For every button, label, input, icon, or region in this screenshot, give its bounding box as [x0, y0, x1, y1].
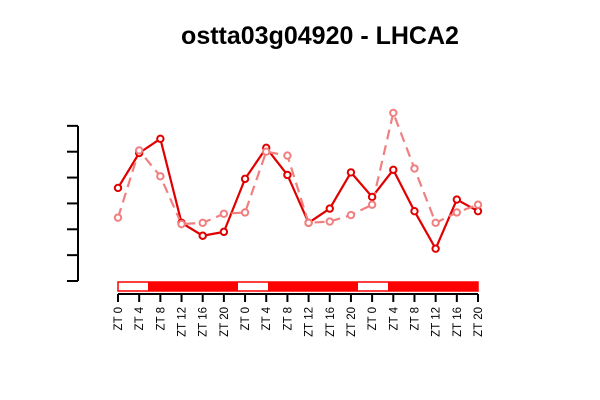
series-solid-point-6	[240, 174, 250, 184]
series-dashed-point-16	[452, 208, 462, 217]
series-solid-point-10	[325, 204, 334, 213]
series-solid-point-8	[283, 170, 292, 180]
series-solid-point-12	[367, 192, 377, 202]
x-tick-label-10: ZT 16	[325, 307, 337, 337]
x-tick-label-16: ZT 16	[452, 307, 464, 337]
series-dashed-point-7	[262, 147, 271, 156]
series-dashed-point-10	[325, 217, 334, 226]
series-solid-point-4	[198, 231, 207, 240]
series-solid-line	[117, 137, 479, 250]
light-dark-segment-9	[388, 282, 418, 291]
series-dashed-point-15	[431, 218, 440, 228]
series-dashed-point-3	[177, 219, 186, 229]
x-tick-label-6: ZT 0	[240, 307, 252, 330]
series-dashed-point-8	[283, 151, 292, 160]
x-tick-label-2: ZT 8	[155, 307, 167, 330]
light-dark-segment-7	[328, 282, 358, 291]
x-tick-label-8: ZT 8	[282, 307, 294, 330]
series-dashed-line	[116, 111, 479, 226]
light-dark-segment-8	[358, 282, 388, 291]
x-tick-label-17: ZT 20	[473, 307, 485, 337]
series-dashed-point-14	[410, 164, 419, 173]
x-tick-label-15: ZT 12	[431, 307, 443, 337]
series-dashed-point-0	[113, 213, 123, 222]
series-dashed-point-1	[134, 146, 144, 155]
x-tick-label-1: ZT 4	[134, 306, 146, 330]
series-dashed-point-9	[304, 218, 313, 228]
light-dark-bar-border	[117, 281, 479, 292]
series-solid-point-16	[452, 195, 462, 204]
series-solid-point-2	[156, 134, 165, 143]
chart-title: ostta03g04920 - LHCA2	[181, 22, 459, 50]
series-dashed-point-2	[156, 172, 165, 181]
series-solid-point-0	[113, 183, 123, 193]
x-tick-label-13: ZT 4	[388, 306, 400, 330]
x-tick-label-4: ZT 16	[198, 307, 210, 337]
series-solid-point-11	[346, 168, 356, 177]
series-solid-point-5	[219, 227, 229, 237]
light-dark-segment-5	[268, 282, 298, 291]
light-dark-segment-6	[298, 282, 328, 291]
series-dashed-point-13	[389, 108, 398, 118]
series-solid-point-17	[473, 206, 483, 216]
x-tick-label-12: ZT 0	[367, 307, 379, 330]
light-dark-segment-4	[238, 282, 268, 291]
series-dashed-point-17	[473, 200, 483, 209]
x-tick-label-11: ZT 20	[346, 307, 358, 337]
light-dark-segment-3	[208, 282, 238, 291]
x-tick-label-7: ZT 4	[261, 306, 273, 330]
light-dark-segment-1	[148, 282, 178, 291]
x-tick-label-9: ZT 12	[304, 307, 316, 337]
light-dark-segment-11	[448, 282, 478, 291]
series-dashed-point-6	[240, 208, 250, 217]
light-dark-segment-2	[178, 282, 208, 291]
light-dark-segment-0	[118, 282, 148, 291]
light-dark-segment-10	[418, 282, 448, 291]
series-dashed-point-11	[346, 210, 356, 220]
series-solid-point-15	[431, 244, 440, 253]
x-tick-label-3: ZT 12	[177, 307, 189, 337]
series-solid-point-13	[389, 165, 398, 175]
x-tick-label-5: ZT 20	[219, 307, 231, 337]
series-dashed-point-12	[367, 200, 377, 209]
x-tick-label-0: ZT 0	[113, 307, 125, 330]
x-tick-label-14: ZT 8	[409, 307, 421, 330]
series-solid-point-14	[410, 206, 419, 216]
series-dashed-point-4	[198, 218, 207, 228]
series-dashed-point-5	[219, 209, 229, 218]
